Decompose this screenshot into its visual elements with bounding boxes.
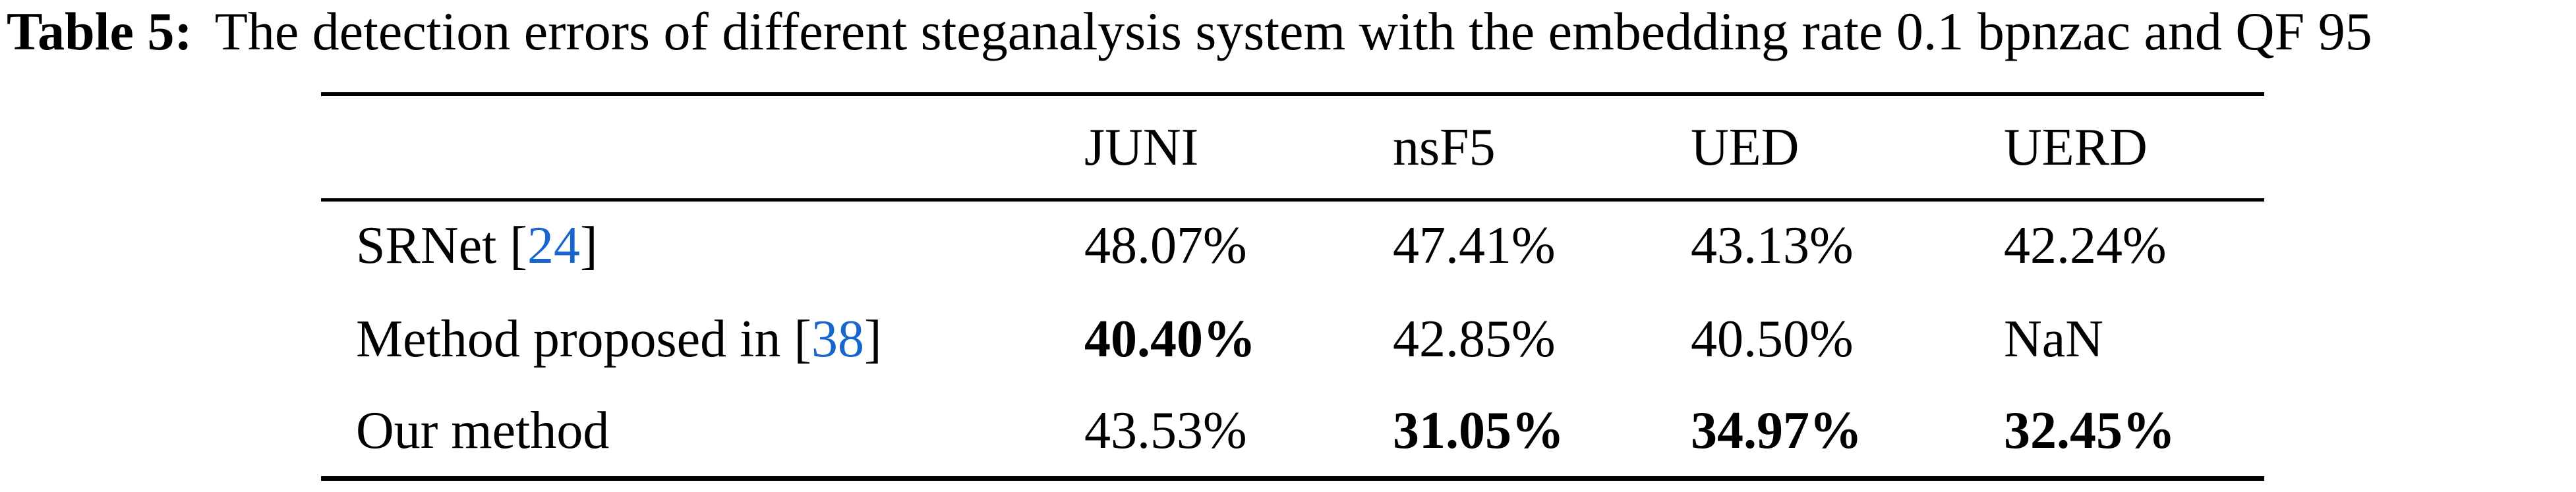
table-cell: 40.50% xyxy=(1691,310,1854,368)
table-cell: 48.07% xyxy=(1084,217,1247,275)
table-cell: 42.24% xyxy=(2004,217,2167,275)
table-cell: 40.40% xyxy=(1084,310,1256,368)
citation-link-38[interactable]: 38 xyxy=(811,310,865,368)
row-label-srnet: SRNet [24] xyxy=(321,198,1084,293)
table-grid: JUNI nsF5 UED UERD SRNet [24] 48.07% 47.… xyxy=(321,96,2264,476)
method-name: SRNet xyxy=(356,217,497,275)
header-corner-cell xyxy=(321,96,1084,198)
citation-link-24[interactable]: 24 xyxy=(527,217,580,275)
column-header-uerd: UERD xyxy=(2004,118,2148,177)
table-cell: 31.05% xyxy=(1393,401,1564,460)
citation-bracket-open: [ xyxy=(794,310,812,368)
column-header-juni: JUNI xyxy=(1084,118,1199,177)
table-cell: 32.45% xyxy=(2004,401,2175,460)
table-rule-top xyxy=(321,92,2264,96)
citation-bracket-close: ] xyxy=(580,217,598,275)
table-cell: 47.41% xyxy=(1393,217,1556,275)
table-cell: NaN xyxy=(2004,310,2104,368)
method-name: Our method xyxy=(356,401,610,460)
table-cell: 43.53% xyxy=(1084,401,1247,460)
table-rule-mid xyxy=(321,198,2264,202)
row-label-our-method: Our method xyxy=(321,385,1084,476)
column-header-nsf5: nsF5 xyxy=(1393,118,1496,177)
table-cell: 34.97% xyxy=(1691,401,1862,460)
table-cell: 43.13% xyxy=(1691,217,1854,275)
table-caption: Table 5: The detection errors of differen… xyxy=(7,0,2372,71)
table-caption-label: Table 5: xyxy=(7,1,192,61)
results-table: JUNI nsF5 UED UERD SRNet [24] 48.07% 47.… xyxy=(321,92,2264,481)
row-label-method-38: Method proposed in [38] xyxy=(321,293,1084,385)
method-name: Method proposed in xyxy=(356,310,781,368)
column-header-ued: UED xyxy=(1691,118,1800,177)
citation-bracket-close: ] xyxy=(864,310,882,368)
table-cell: 42.85% xyxy=(1393,310,1556,368)
citation-bracket-open: [ xyxy=(510,217,527,275)
table-rule-bottom xyxy=(321,476,2264,481)
table-caption-text: The detection errors of different stegan… xyxy=(214,1,2372,61)
